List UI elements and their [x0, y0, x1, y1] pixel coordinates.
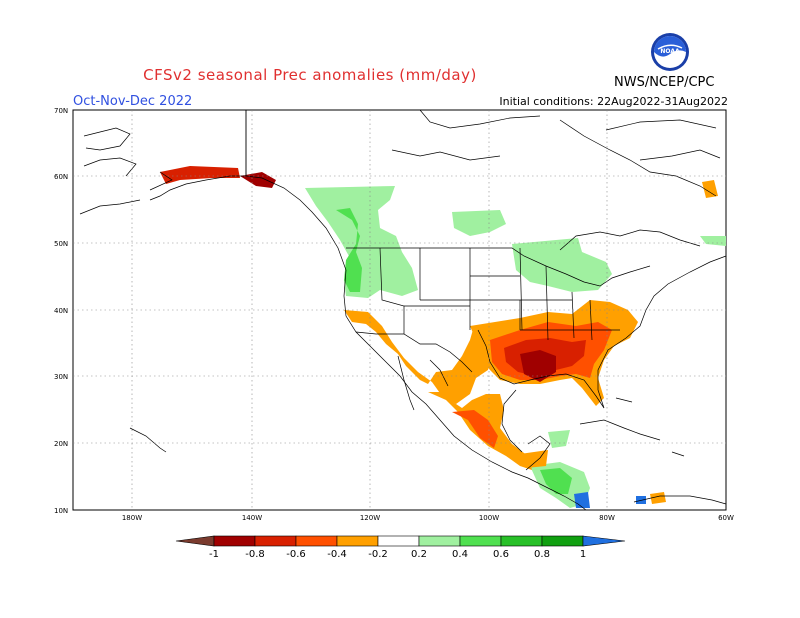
- wet-region-great-lakes: [512, 238, 612, 292]
- colorbar-swatch-p02-04: [418, 535, 461, 547]
- colorbar-label-p04: 0.4: [452, 549, 468, 560]
- state-boundaries: [379, 247, 620, 341]
- colorbar-swatch-p04-06: [459, 535, 502, 547]
- dry-region-mexico-core: [452, 410, 498, 448]
- dry-region-newfoundland: [702, 180, 718, 198]
- lon-label-140w: 140W: [242, 514, 262, 522]
- colorbar-swatch-m1-m08: [213, 535, 256, 547]
- organization-label: NWS/NCEP/CPC: [614, 75, 715, 90]
- lat-label-20n: 20N: [54, 440, 68, 448]
- wet-region-northwest: [305, 186, 418, 298]
- wet-region-caribbean: [548, 430, 570, 448]
- us-canada-border: [346, 247, 651, 287]
- lat-label-10n: 10N: [54, 507, 68, 515]
- colorbar-label-p06: 0.6: [493, 549, 509, 560]
- forecast-period: Oct-Nov-Dec 2022: [73, 94, 193, 109]
- colorbar-label-p02: 0.2: [411, 549, 427, 560]
- dry-region-venezuela: [650, 492, 666, 504]
- lon-label-120w: 120W: [360, 514, 380, 522]
- longitude-labels: 180W 140W 120W 100W 80W 60W: [122, 514, 734, 522]
- dry-region-louisiana-max: [520, 350, 556, 382]
- wet-region-antilles-blue: [636, 496, 646, 504]
- wet-region-northwest-core: [336, 208, 362, 292]
- colorbar-swatch-p06-08: [500, 535, 543, 547]
- lat-label-70n: 70N: [54, 107, 68, 115]
- political-boundaries: [245, 110, 651, 373]
- colorbar-label-p1: 1: [580, 549, 586, 560]
- map-title: CFSv2 seasonal Prec anomalies (mm/day): [143, 66, 477, 84]
- coastlines: [79, 109, 727, 511]
- logo-text: NOAA: [660, 48, 680, 55]
- dry-region-yucatan: [520, 450, 548, 468]
- lon-label-180w: 180W: [122, 514, 142, 522]
- noaa-logo: NOAA: [650, 32, 690, 76]
- colorbar-label-m1: -1: [209, 549, 219, 560]
- us-mexico-border: [355, 331, 473, 373]
- wet-region-panama-blue: [574, 492, 590, 508]
- colorbar-swatch-gt-1: [582, 535, 626, 547]
- colorbar: [175, 535, 626, 547]
- colorbar-swatch-m06-m04: [295, 535, 338, 547]
- lat-label-60n: 60N: [54, 173, 68, 181]
- wet-region-central-america-core: [540, 468, 572, 494]
- colorbar-labels: -1 -0.8 -0.6 -0.4 -0.2 0.2 0.4 0.6 0.8 1: [209, 549, 586, 560]
- wet-region-labrador: [700, 236, 726, 246]
- colorbar-swatch-m02-02: [377, 535, 420, 547]
- colorbar-label-p08: 0.8: [534, 549, 550, 560]
- lat-label-50n: 50N: [54, 240, 68, 248]
- colorbar-swatch-lt-m1: [175, 535, 215, 547]
- lon-label-100w: 100W: [479, 514, 499, 522]
- latitude-labels: 70N 60N 50N 40N 30N 20N 10N: [54, 107, 68, 515]
- wet-anomaly-regions: [305, 186, 726, 508]
- colorbar-swatch-m04-m02: [336, 535, 379, 547]
- dry-region-alaska-coast: [160, 166, 240, 184]
- colorbar-swatch-m08-m06: [254, 535, 297, 547]
- colorbar-swatch-p08-1: [541, 535, 584, 547]
- lon-label-60w: 60W: [718, 514, 734, 522]
- lon-label-80w: 80W: [599, 514, 615, 522]
- lat-lon-grid: [73, 110, 726, 510]
- colorbar-label-m04: -0.4: [327, 549, 347, 560]
- colorbar-label-m06: -0.6: [286, 549, 306, 560]
- dry-region-southwest-mexico: [344, 310, 492, 404]
- lat-label-40n: 40N: [54, 307, 68, 315]
- colorbar-label-m02: -0.2: [368, 549, 388, 560]
- colorbar-label-m08: -0.8: [245, 549, 265, 560]
- lat-label-30n: 30N: [54, 373, 68, 381]
- wet-region-canada-central: [452, 210, 506, 236]
- initial-conditions: Initial conditions: 22Aug2022-31Aug2022: [499, 95, 728, 108]
- dry-anomaly-regions: [160, 166, 718, 504]
